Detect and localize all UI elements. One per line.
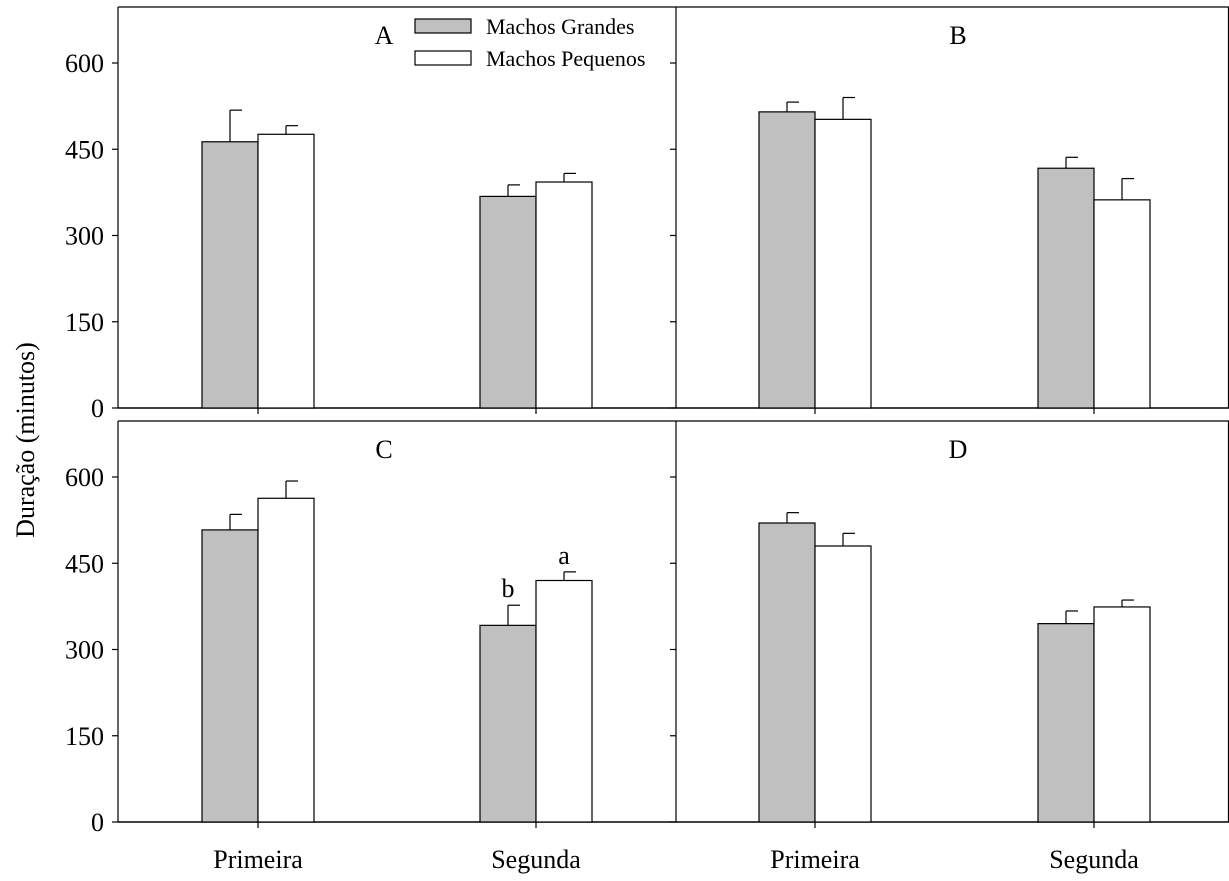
bar-machos-grandes [758, 111, 816, 409]
y-tick-label: 600 [65, 49, 104, 78]
bar-machos-grandes [201, 141, 259, 409]
bar-machos-pequenos [814, 545, 872, 823]
panel-c: 0 150 300 450 600 b a C [65, 420, 676, 837]
y-tick-label: 0 [91, 808, 104, 837]
panel-letter: C [375, 435, 392, 464]
bar-machos-pequenos [535, 579, 593, 823]
y-tick-label: 600 [65, 463, 104, 492]
bar-machos-grandes [758, 522, 816, 823]
panel-letter: D [949, 435, 968, 464]
y-tick-label: 150 [65, 722, 104, 751]
panel-letter: B [949, 21, 966, 50]
x-tick-labels: Primeira Segunda Primeira Segunda [213, 845, 1139, 874]
bar-machos-pequenos [535, 181, 593, 409]
bar-machos-grandes [201, 529, 259, 823]
bar-machos-grandes [479, 624, 537, 823]
legend-label: Machos Pequenos [486, 46, 645, 71]
y-axis-label: Duração (minutos) [11, 342, 40, 538]
bar-machos-pequenos [814, 118, 872, 409]
x-tick-label: Primeira [770, 845, 860, 874]
y-tick-label: 300 [65, 636, 104, 665]
bar-machos-grandes [1037, 167, 1095, 409]
x-tick-label: Primeira [213, 845, 303, 874]
legend-swatch [414, 50, 472, 66]
bar-machos-pequenos [257, 133, 315, 409]
x-tick-label: Segunda [491, 845, 581, 874]
x-tick-label: Segunda [1049, 845, 1139, 874]
y-tick-label: 450 [65, 549, 104, 578]
panel-a: 0 150 300 450 600 A [65, 6, 676, 423]
bar-machos-grandes [479, 195, 537, 409]
panel-b: B [670, 6, 1229, 414]
legend: Machos Grandes Machos Pequenos [414, 14, 645, 71]
legend-label: Machos Grandes [486, 14, 634, 39]
legend-swatch [414, 18, 472, 34]
y-tick-label: 0 [91, 394, 104, 423]
bar-machos-pequenos [1093, 606, 1151, 823]
y-tick-label: 450 [65, 135, 104, 164]
bar-machos-pequenos [1093, 199, 1151, 409]
y-tick-label: 300 [65, 222, 104, 251]
bar-machos-grandes [1037, 623, 1095, 823]
panel-letter: A [375, 21, 394, 50]
bar-machos-pequenos [257, 497, 315, 823]
y-tick-label: 150 [65, 308, 104, 337]
significance-label: a [558, 541, 570, 570]
significance-label: b [502, 574, 515, 603]
